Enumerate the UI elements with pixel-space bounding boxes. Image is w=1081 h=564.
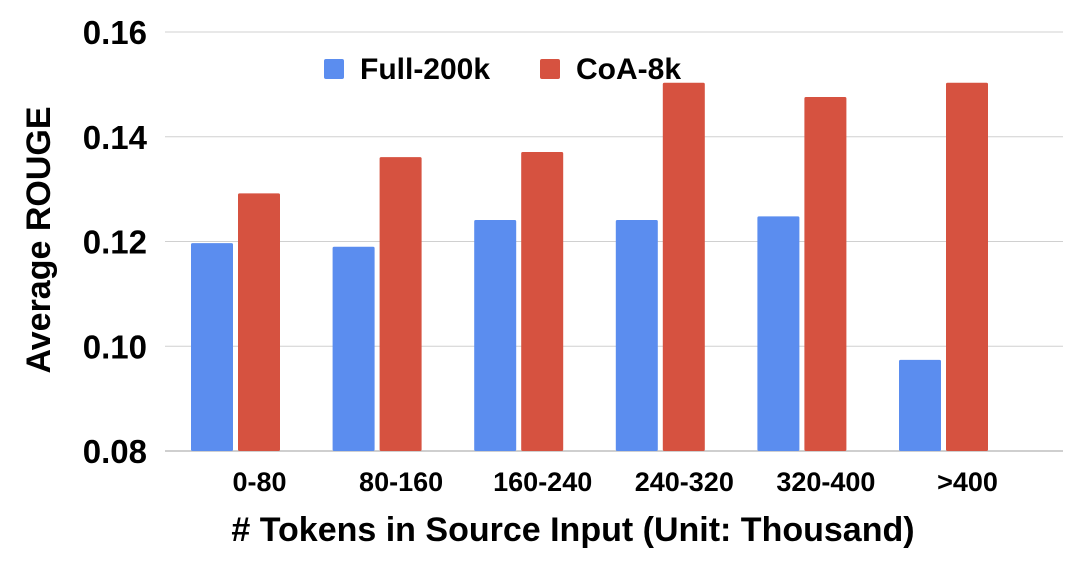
x-tick-label: 80-160	[359, 467, 443, 497]
y-tick-label: 0.10	[83, 328, 147, 365]
legend-item: Full-200k	[324, 53, 490, 86]
x-tick-label: 160-240	[493, 467, 592, 497]
legend-label: CoA-8k	[576, 53, 681, 86]
bar-coa-8k	[946, 82, 988, 452]
bar-full-200k	[899, 359, 941, 451]
bar-full-200k	[615, 220, 658, 451]
bar-coa-8k	[662, 82, 705, 452]
legend-label: Full-200k	[360, 53, 490, 86]
bar-full-200k	[332, 246, 375, 451]
y-tick-label: 0.14	[83, 119, 148, 156]
bar-coa-8k	[804, 96, 847, 451]
bars	[191, 82, 988, 452]
x-axis-ticks: 0-80 80-160 160-240 240-320 320-400 >400	[232, 467, 997, 497]
y-tick-label: 0.16	[83, 14, 147, 51]
bar-coa-8k	[379, 157, 422, 451]
x-tick-label: 0-80	[232, 467, 286, 497]
x-tick-label: >400	[937, 467, 998, 497]
bar-full-200k	[191, 243, 233, 451]
bar-coa-8k	[521, 151, 564, 451]
legend-item: CoA-8k	[540, 53, 681, 86]
y-axis-title: Average ROUGE	[20, 106, 58, 373]
x-axis-title: # Tokens in Source Input (Unit: Thousand…	[231, 511, 914, 549]
x-tick-label: 320-400	[776, 467, 875, 497]
y-tick-label: 0.08	[83, 433, 147, 470]
y-tick-label: 0.12	[83, 224, 147, 261]
bar-coa-8k	[238, 193, 280, 451]
x-tick-label: 240-320	[635, 467, 734, 497]
bar-full-200k	[474, 220, 517, 451]
bar-full-200k	[757, 216, 800, 451]
y-axis-ticks: 0.08 0.10 0.12 0.14 0.16	[83, 14, 148, 470]
legend: Full-200k CoA-8k	[324, 53, 681, 86]
legend-swatch	[324, 59, 344, 79]
legend-swatch	[540, 59, 560, 79]
